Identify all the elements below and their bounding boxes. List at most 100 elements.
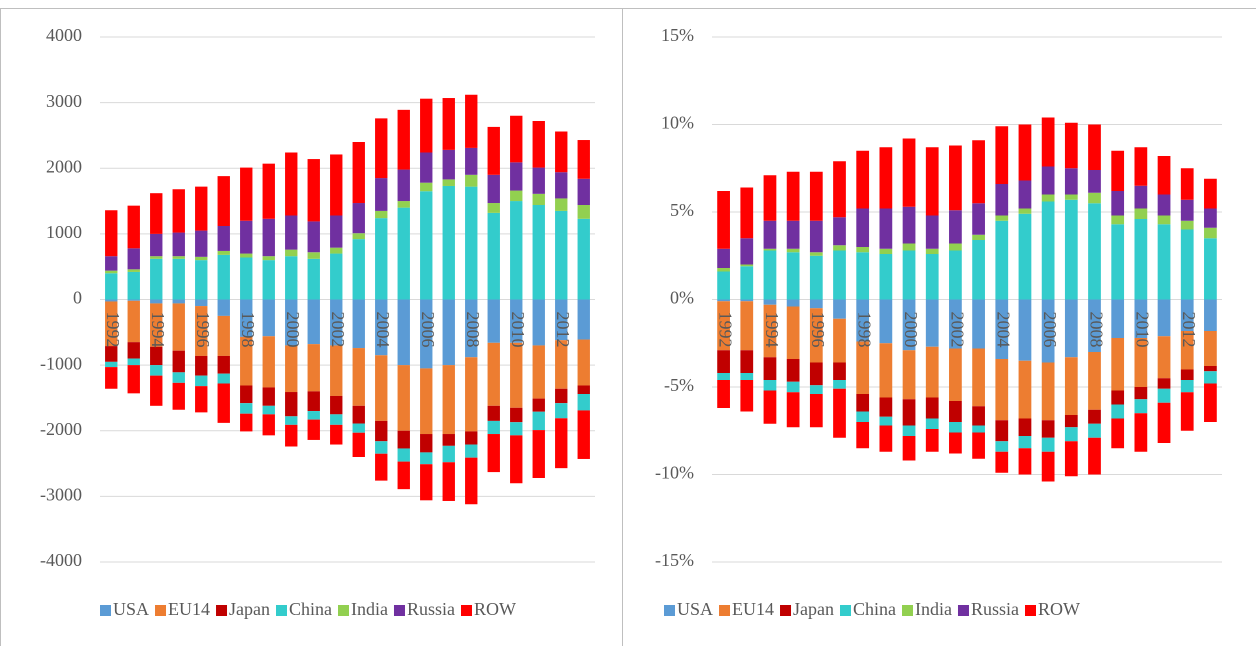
legend-label: EU14: [732, 599, 774, 619]
bar-segment: [442, 98, 455, 150]
y-tick-label: 4000: [46, 25, 82, 45]
bar-segment: [105, 301, 118, 347]
bar-segment: [995, 215, 1009, 221]
bar-segment: [1064, 122, 1078, 169]
bar-segment: [240, 336, 253, 386]
bar-segment: [577, 410, 590, 459]
bar-segment: [577, 394, 590, 411]
bar-segment: [856, 252, 870, 300]
x-tick-label: 2008: [463, 312, 483, 348]
bar-segment: [240, 167, 253, 221]
bar-segment: [375, 218, 388, 300]
y-tick-label: 15%: [661, 25, 694, 45]
bar-segment: [1157, 336, 1171, 379]
bar-segment: [307, 344, 320, 392]
bar-segment: [763, 390, 777, 424]
bar-segment: [465, 299, 478, 358]
bar-segment: [442, 299, 455, 366]
bar-segment: [240, 299, 253, 337]
bar-segment: [1134, 208, 1148, 219]
bar-segment: [856, 411, 870, 422]
y-tick-label: -15%: [655, 550, 694, 570]
bar-segment: [442, 445, 455, 463]
bar-segment: [150, 303, 163, 347]
bar-segment: [763, 380, 777, 391]
bar-segment: [330, 395, 343, 415]
legend-swatch: [719, 605, 731, 616]
bar-segment: [949, 210, 962, 244]
bar-segment: [532, 430, 545, 478]
bar-segment: [487, 174, 500, 204]
bar-segment: [397, 365, 410, 431]
bar-segment: [949, 299, 962, 349]
bar-segment: [1204, 178, 1217, 209]
bar-segment: [786, 299, 800, 307]
bar-segment: [1157, 215, 1171, 225]
bar-segment: [1111, 418, 1125, 449]
bar-segment: [420, 299, 433, 369]
bar-segment: [172, 299, 185, 304]
bar-segment: [150, 365, 163, 376]
bar-segment: [555, 340, 568, 389]
bar-segment: [420, 464, 433, 501]
bar-segment: [330, 247, 343, 254]
legend-swatch: [276, 605, 287, 616]
bar-segment: [902, 399, 916, 426]
x-tick-label: 2006: [418, 312, 438, 348]
bar-segment: [172, 258, 185, 300]
bar-segment: [217, 254, 230, 300]
bar-segment: [833, 362, 846, 380]
y-tick-label: -3000: [40, 485, 82, 505]
bar-segment: [442, 149, 455, 180]
bar-segment: [307, 299, 320, 345]
bar-segment: [532, 193, 545, 205]
x-tick-label: 1996: [808, 312, 828, 348]
bar-segment: [487, 434, 500, 473]
bar-segment: [786, 306, 800, 359]
bar-segment: [150, 375, 163, 406]
bar-segment: [577, 218, 590, 300]
bar-segment: [1204, 299, 1217, 331]
bar-segment: [740, 373, 754, 380]
x-tick-label: 2012: [553, 312, 573, 348]
bar-segment: [352, 239, 365, 300]
bar-segment: [1157, 224, 1171, 300]
bar-segment: [285, 299, 298, 346]
bar-segment: [105, 210, 118, 257]
legend-label: Japan: [229, 599, 270, 619]
bar-segment: [555, 210, 568, 300]
bar-segment: [1111, 338, 1125, 391]
bar-segment: [786, 248, 800, 253]
bar-segment: [307, 159, 320, 222]
bar-segment: [150, 233, 163, 257]
bar-segment: [217, 373, 230, 384]
bar-segment: [833, 299, 846, 319]
bar-segment: [879, 425, 893, 452]
bar-segment: [240, 413, 253, 432]
bar-segment: [1180, 380, 1194, 393]
bar-segment: [555, 388, 568, 404]
bar-segment: [1204, 208, 1217, 228]
bar-segment: [902, 138, 916, 207]
bar-segment: [420, 182, 433, 192]
bar-segment: [532, 345, 545, 399]
bar-segment: [217, 315, 230, 356]
x-tick-label: 2006: [1040, 312, 1060, 348]
bar-segment: [949, 422, 962, 433]
bar-segment: [150, 193, 163, 234]
bar-segment: [195, 299, 208, 307]
y-tick-label: 10%: [661, 113, 694, 133]
bar-segment: [510, 115, 523, 163]
bar-segment: [1064, 194, 1078, 200]
bar-segment: [510, 162, 523, 191]
bar-segment: [127, 342, 140, 359]
bar-segment: [510, 422, 523, 436]
x-tick-label: 2000: [901, 312, 921, 348]
legend-label: ROW: [1038, 599, 1080, 619]
bar-segment: [262, 336, 275, 388]
x-tick-label: 1998: [855, 312, 875, 348]
bar-segment: [1157, 299, 1171, 337]
legend-swatch: [664, 605, 675, 616]
bar-segment: [127, 365, 140, 394]
bar-segment: [1180, 199, 1194, 221]
